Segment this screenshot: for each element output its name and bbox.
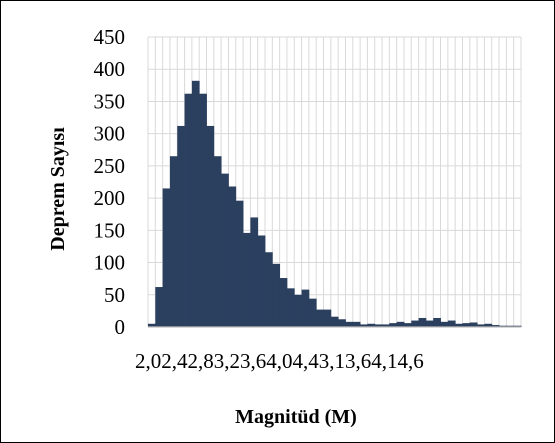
histogram-bar [206,125,215,328]
histogram-bar [418,317,427,327]
histogram-bar [221,173,229,327]
histogram-bar [177,125,185,328]
histogram-bar [243,232,251,327]
histogram-bar [491,325,500,327]
histogram-bar [169,156,178,327]
y-tick-label: 50 [104,283,125,307]
y-tick-label: 350 [94,89,126,113]
histogram-bar [228,186,237,327]
histogram-bar [462,323,471,327]
histogram-bar [513,325,522,327]
histogram-bar [425,320,434,327]
histogram-bar [279,278,288,327]
y-tick-labels: 0 50 100 150 200 250 300 350 400 450 [94,25,126,339]
histogram-bar [301,289,310,327]
histogram-bar [330,316,339,327]
histogram-bar [367,323,376,327]
histogram-bar [213,156,222,327]
histogram-bar [396,321,405,327]
histogram-bar [308,298,317,327]
histogram-bar [191,80,200,327]
y-tick-label: 300 [94,122,126,146]
y-tick-label: 0 [115,315,126,339]
histogram-bar [360,324,368,327]
histogram-bar [469,322,478,327]
histogram-bar [272,263,281,327]
histogram-bar [199,93,207,328]
histogram-bar [257,235,266,327]
histogram-bar [323,309,332,327]
y-tick-label: 250 [94,154,126,178]
histogram-bar [477,324,485,327]
histogram-bars [148,80,522,328]
histogram-bar [440,321,449,327]
histogram-bar [265,252,273,327]
histogram-bar [447,320,456,327]
histogram-bar [338,319,346,327]
histogram-bar [389,323,398,327]
y-axis-title: Deprem Sayısı [47,127,69,251]
histogram-bar [184,93,193,328]
histogram-bar [235,200,244,327]
histogram-bar [433,317,441,327]
x-axis-title: Magnitüd (M) [235,406,357,428]
histogram-bar [455,323,463,327]
histogram-bar [382,324,390,327]
histogram-bar [250,217,259,327]
histogram-bar [484,323,493,327]
y-tick-label: 150 [94,218,126,242]
histogram-bar [352,321,361,327]
histogram-bar [155,287,164,327]
histogram-bar [403,323,412,327]
histogram-bar [148,323,156,327]
histogram-bar [506,325,515,327]
y-tick-label: 400 [94,57,126,81]
histogram-bar [162,188,171,327]
histogram-bar [294,294,302,327]
histogram-bar [411,320,419,327]
histogram-bar [345,321,354,327]
histogram-bar [499,325,507,327]
x-tick-labels: 2,02,42,83,23,64,04,43,13,64,14,6 [135,349,424,373]
y-tick-label: 200 [94,186,126,210]
y-tick-label: 100 [94,251,126,275]
histogram-bar [316,309,324,327]
histogram-bar [286,288,295,327]
y-tick-label: 450 [94,25,126,49]
histogram-bar [374,324,383,327]
